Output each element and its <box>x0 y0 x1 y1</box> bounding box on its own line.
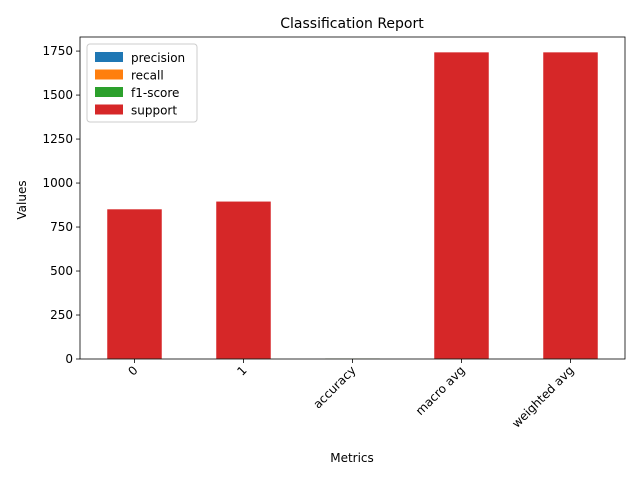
x-tick-label: weighted avg <box>509 363 576 430</box>
y-tick-label: 250 <box>50 308 73 322</box>
legend-swatch-recall <box>95 69 123 80</box>
y-tick-label: 0 <box>65 352 73 366</box>
legend: precision recall f1-score support <box>86 43 198 123</box>
legend-box <box>86 43 198 123</box>
y-axis-label: Values <box>15 180 29 219</box>
x-axis-label: Metrics <box>330 451 374 465</box>
legend-label-f1-score: f1-score <box>131 86 179 100</box>
x-tick-label: accuracy <box>310 363 358 411</box>
y-tick-label: 750 <box>50 220 73 234</box>
y-tick-label: 500 <box>50 264 73 278</box>
y-tick-label: 1750 <box>42 44 73 58</box>
bars-layer <box>107 52 598 359</box>
bar-support-1 <box>216 201 271 359</box>
legend-label-precision: precision <box>131 51 185 65</box>
y-tick-label: 1250 <box>42 132 73 146</box>
legend-swatch-f1-score <box>95 87 123 97</box>
bar-support-macro-avg <box>434 52 489 359</box>
legend-swatch-support <box>95 104 123 115</box>
x-tick-label: macro avg <box>413 363 468 418</box>
legend-label-recall: recall <box>131 69 164 83</box>
chart-title: Classification Report <box>280 16 424 32</box>
bar-support-0 <box>107 209 162 359</box>
y-tick-label: 1500 <box>42 88 73 102</box>
x-tick-label: 1 <box>234 363 249 378</box>
bar-support-weighted-avg <box>543 52 598 359</box>
legend-swatch-precision <box>95 52 123 62</box>
x-tick-label: 0 <box>125 363 140 378</box>
legend-label-support: support <box>131 104 177 118</box>
y-tick-label: 1000 <box>42 176 73 190</box>
